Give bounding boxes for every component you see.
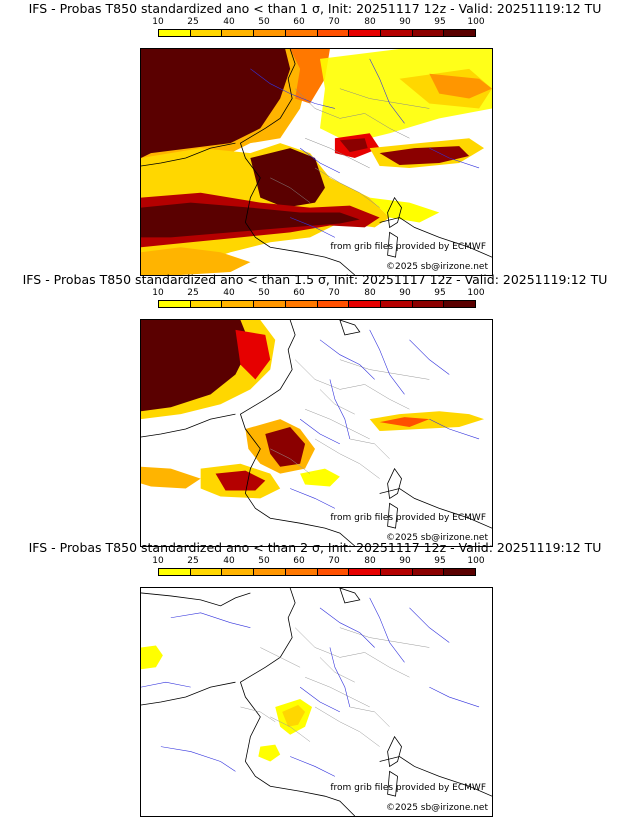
coastlines: [141, 588, 492, 816]
source-credit: from grib files provided by ECMWF: [330, 783, 486, 793]
colorbar-swatch: [190, 30, 223, 36]
colorbar-swatch: [285, 301, 318, 307]
colorbar-swatch: [444, 301, 476, 307]
rivers: [141, 597, 480, 777]
panel-3: IFS - Probas T850 standardized ano < tha…: [0, 539, 630, 828]
colorbar-tick-label: 50: [258, 17, 270, 27]
colorbar-tick-label: 90: [399, 288, 411, 298]
probability-map: from grib files provided by ECMWF ©2025 …: [140, 319, 493, 547]
colorbar-tick-label: 90: [399, 556, 411, 566]
colorbar-tick-label: 100: [467, 556, 485, 566]
colorbar-swatch: [285, 569, 318, 575]
colorbar-tick-label: 95: [434, 17, 446, 27]
colorbar: [158, 300, 476, 308]
colorbar-swatch: [190, 569, 223, 575]
colorbar-swatch: [412, 569, 445, 575]
colorbar-tick-label: 100: [467, 288, 485, 298]
colorbar-swatch: [317, 30, 350, 36]
colorbar-tick-label: 25: [187, 17, 199, 27]
colorbar-swatch: [349, 301, 381, 307]
colorbar-tick-label: 10: [152, 17, 164, 27]
colorbar-swatch: [254, 30, 286, 36]
colorbar-tick-label: 90: [399, 17, 411, 27]
colorbar-swatch: [444, 30, 476, 36]
colorbar-tick-label: 60: [293, 556, 305, 566]
coastlines: [141, 320, 492, 546]
panel-2: IFS - Probas T850 standardized ano < tha…: [0, 271, 630, 547]
colorbar-swatch: [222, 30, 255, 36]
copyright-credit: ©2025 sb@irizone.net: [386, 803, 488, 813]
panel-title: IFS - Probas T850 standardized ano < tha…: [28, 1, 602, 16]
colorbar-tick-label: 40: [223, 17, 235, 27]
colorbar-swatch: [254, 569, 286, 575]
colorbar-swatch: [412, 301, 445, 307]
colorbar-tick-label: 80: [364, 556, 376, 566]
colorbar-tick-label: 80: [364, 288, 376, 298]
colorbar-swatch: [254, 301, 286, 307]
panel-title: IFS - Probas T850 standardized ano < tha…: [22, 272, 608, 287]
colorbar-tick-label: 40: [223, 556, 235, 566]
colorbar-swatch: [317, 301, 350, 307]
colorbar-swatch: [444, 569, 476, 575]
colorbar-swatch: [380, 301, 413, 307]
colorbar-tick-label: 70: [328, 288, 340, 298]
colorbar-tick-label: 80: [364, 17, 376, 27]
map-svg: [141, 320, 492, 546]
colorbar-tick-label: 10: [152, 288, 164, 298]
colorbar: [158, 29, 476, 37]
colorbar-swatch: [222, 301, 255, 307]
rivers: [290, 329, 480, 509]
colorbar-tick-label: 60: [293, 17, 305, 27]
colorbar-swatch: [222, 569, 255, 575]
borders: [270, 88, 430, 208]
colorbar-tick-label: 95: [434, 556, 446, 566]
rivers: [250, 58, 480, 238]
probability-map: from grib files provided by ECMWF ©2025 …: [140, 587, 493, 817]
colorbar: [158, 568, 476, 576]
colorbar-tick-label: 60: [293, 288, 305, 298]
colorbar-tick-label: 25: [187, 556, 199, 566]
coastlines: [141, 49, 492, 275]
colorbar-tick-label: 10: [152, 556, 164, 566]
panel-title: IFS - Probas T850 standardized ano < tha…: [28, 540, 602, 555]
probability-shading: [141, 49, 492, 275]
colorbar-swatch: [159, 569, 191, 575]
colorbar-tick-label: 25: [187, 288, 199, 298]
colorbar-swatch: [349, 30, 381, 36]
colorbar-swatch: [159, 301, 191, 307]
borders: [270, 359, 430, 479]
probability-shading: [141, 645, 313, 762]
colorbar-labels: 10 25 40 50 60 70 80 90 95 100: [140, 17, 494, 29]
colorbar-labels: 10 25 40 50 60 70 80 90 95 100: [140, 556, 494, 568]
colorbar-tick-label: 95: [434, 288, 446, 298]
colorbar-swatch: [285, 30, 318, 36]
colorbar-tick-label: 70: [328, 556, 340, 566]
colorbar-swatch: [380, 569, 413, 575]
colorbar-tick-label: 70: [328, 17, 340, 27]
source-credit: from grib files provided by ECMWF: [330, 513, 486, 523]
colorbar-swatch: [380, 30, 413, 36]
borders: [240, 627, 430, 747]
colorbar-tick-label: 40: [223, 288, 235, 298]
colorbar-swatch: [159, 30, 191, 36]
colorbar-swatch: [190, 301, 223, 307]
colorbar-labels: 10 25 40 50 60 70 80 90 95 100: [140, 288, 494, 300]
map-svg: [141, 49, 492, 275]
probability-map: from grib files provided by ECMWF ©2025 …: [140, 48, 493, 276]
map-svg: [141, 588, 492, 816]
copyright-credit: ©2025 sb@irizone.net: [386, 262, 488, 272]
probability-shading: [141, 320, 485, 499]
colorbar-swatch: [317, 569, 350, 575]
colorbar-tick-label: 50: [258, 288, 270, 298]
source-credit: from grib files provided by ECMWF: [330, 242, 486, 252]
colorbar-tick-label: 100: [467, 17, 485, 27]
panel-1: IFS - Probas T850 standardized ano < tha…: [0, 0, 630, 276]
colorbar-tick-label: 50: [258, 556, 270, 566]
copyright-credit: ©2025 sb@irizone.net: [386, 533, 488, 543]
colorbar-swatch: [412, 30, 445, 36]
colorbar-swatch: [349, 569, 381, 575]
